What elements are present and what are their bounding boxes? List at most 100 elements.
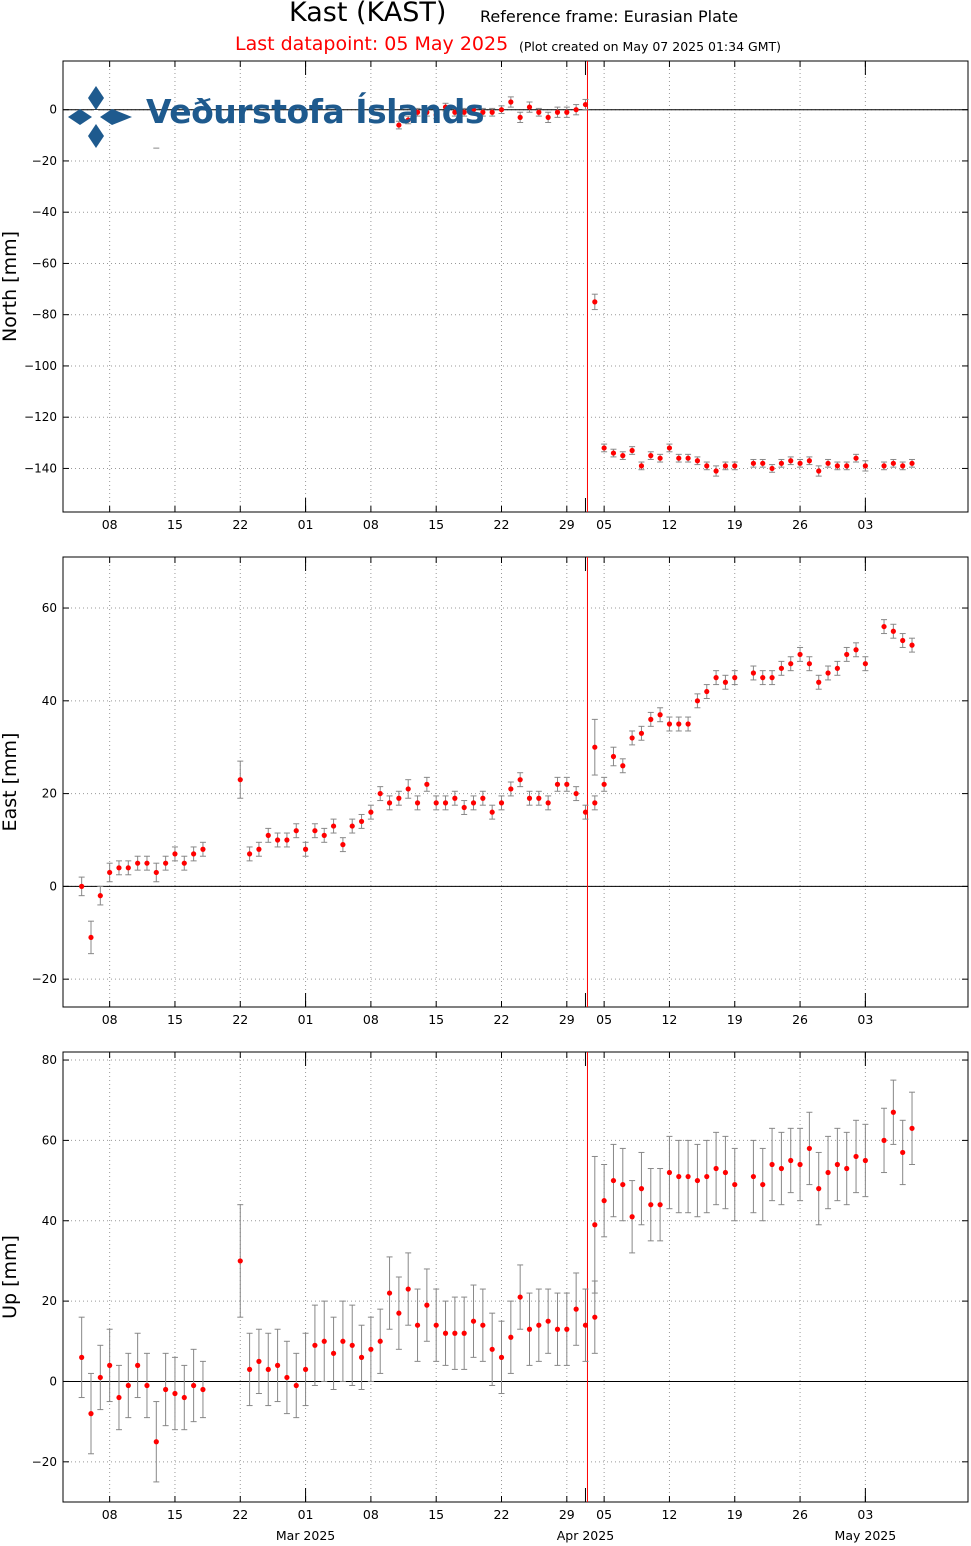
panel2-data-point xyxy=(349,823,355,829)
panel3-data-point xyxy=(610,1177,617,1184)
panel3-x-tick-label: 08 xyxy=(102,1507,118,1522)
panel2-data-point xyxy=(274,837,281,843)
panel3-data-point xyxy=(312,1342,318,1348)
panel1-data-point xyxy=(769,465,775,472)
panel3-data-point xyxy=(237,1258,243,1264)
panel2-data-point xyxy=(834,665,840,671)
panel1-data-point xyxy=(508,99,514,105)
panel1-data-point xyxy=(573,107,579,113)
panel3-x-tick-label: 26 xyxy=(792,1507,808,1522)
panel3-data-point xyxy=(470,1318,477,1324)
panel2-y-tick-label: 60 xyxy=(42,601,57,615)
reference-frame-label: Reference frame: Eurasian Plate xyxy=(480,7,739,26)
panel1-x-tick-label: 08 xyxy=(102,517,118,532)
panel1-x-tick-label: 15 xyxy=(167,517,183,532)
panel3-x-tick-label: 29 xyxy=(559,1507,575,1522)
panel2-data-point xyxy=(666,721,673,727)
panel2-x-tick-label: 03 xyxy=(857,1012,873,1027)
panel3-data-point xyxy=(153,1439,159,1445)
panel2-x-tick-label: 15 xyxy=(167,1012,183,1027)
panel1-data-point xyxy=(881,463,887,469)
panel2-data-point xyxy=(620,763,626,769)
panel3-data-point xyxy=(368,1346,374,1352)
panel3-data-point xyxy=(293,1382,299,1389)
panel3-data-point xyxy=(163,1386,169,1393)
panel3-data-point xyxy=(834,1161,840,1168)
panel1-data-point xyxy=(732,463,738,469)
panel1-x-tick-label: 08 xyxy=(363,517,379,532)
panel2-axes-frame xyxy=(62,556,969,1008)
panel2-data-point xyxy=(554,781,561,787)
panel1-data-point xyxy=(797,460,803,466)
panel3-data-point xyxy=(508,1334,514,1340)
panel3-x-tick-label: 19 xyxy=(727,1507,743,1522)
panel1-data-point xyxy=(480,109,486,115)
panel2-data-point xyxy=(97,893,103,899)
panel1-data-point xyxy=(853,455,859,461)
panel2-data-point xyxy=(732,675,738,681)
panel3-data-point xyxy=(191,1382,197,1389)
panel1-data-point xyxy=(601,445,607,451)
panel1-data-point xyxy=(470,107,477,113)
panel1-data-point xyxy=(844,463,850,469)
panel3-data-point xyxy=(573,1306,579,1312)
panel2-x-tick-label: 26 xyxy=(792,1012,808,1027)
panel2-data-point xyxy=(452,795,458,801)
panel1-x-tick-label: 03 xyxy=(857,517,873,532)
panel2-data-point xyxy=(414,800,421,806)
panel3-data-point xyxy=(909,1125,915,1131)
panel3-data-point xyxy=(536,1322,542,1328)
panel2-data-point xyxy=(582,809,589,815)
panel3-data-point xyxy=(554,1326,561,1332)
panel3-data-point xyxy=(750,1173,757,1180)
panel1-data-point xyxy=(461,109,467,115)
panel2-x-tick-label: 05 xyxy=(596,1012,612,1027)
panel2-data-point xyxy=(676,721,682,727)
panel2-data-point xyxy=(368,809,374,815)
panel3-month-label: May 2025 xyxy=(835,1528,897,1543)
panel2-data-point xyxy=(312,828,318,834)
panel2-data-point xyxy=(881,623,887,630)
panel3-data-point xyxy=(797,1161,803,1168)
panel3-data-point xyxy=(592,1222,598,1228)
panel2-data-point xyxy=(825,670,831,676)
panel1-data-point xyxy=(713,468,719,474)
panel2-data-point xyxy=(107,869,113,876)
panel1-data-point xyxy=(806,458,812,464)
panel3-data-point xyxy=(816,1186,822,1192)
panel1-data-point xyxy=(648,453,654,459)
panel3-data-point xyxy=(564,1326,570,1332)
panel1-data-point xyxy=(638,463,645,469)
panel3-data-point xyxy=(592,1314,598,1320)
panel3-data-point xyxy=(601,1198,607,1204)
panel3-data-point xyxy=(265,1366,271,1373)
panel2-data-point xyxy=(638,730,645,736)
panel2-data-point xyxy=(358,818,365,825)
panel1-data-point xyxy=(489,109,495,115)
panel3-data-point xyxy=(405,1286,411,1292)
panel3-data-point xyxy=(657,1202,663,1208)
panel1-data-point xyxy=(666,445,673,451)
panel3-data-point xyxy=(648,1202,654,1208)
panel2-data-point xyxy=(806,661,812,667)
panel3-data-point xyxy=(713,1165,719,1172)
panel2-data-point xyxy=(517,777,523,783)
panel1-y-tick-label: −60 xyxy=(32,256,57,270)
panel3-data-point xyxy=(881,1137,887,1143)
panel2-data-point xyxy=(853,647,859,653)
panel2-data-point xyxy=(713,675,719,681)
panel2-data-point xyxy=(293,828,299,834)
panel2-data-point xyxy=(722,679,729,685)
panel3-data-point xyxy=(638,1186,645,1192)
panel3-y-tick-label: 40 xyxy=(42,1214,57,1228)
panel2-x-tick-label: 01 xyxy=(298,1012,314,1027)
panel2-data-point xyxy=(442,800,449,806)
panel1-data-point xyxy=(564,109,570,115)
panel1-data-point xyxy=(610,450,617,456)
panel2-y-axis-label: East [mm] xyxy=(0,733,21,832)
panel3-x-tick-label: 12 xyxy=(661,1507,677,1522)
panel3-data-point xyxy=(620,1181,626,1188)
panel3-data-point xyxy=(79,1354,85,1360)
panel3-data-point xyxy=(116,1394,122,1401)
panel2-x-tick-label: 08 xyxy=(102,1012,118,1027)
